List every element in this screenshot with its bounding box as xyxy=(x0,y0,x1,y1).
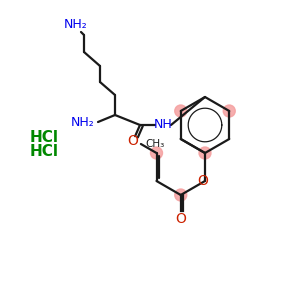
Text: O: O xyxy=(128,134,138,148)
Circle shape xyxy=(175,105,187,117)
Text: NH₂: NH₂ xyxy=(70,116,94,128)
Text: NH: NH xyxy=(154,118,172,131)
Circle shape xyxy=(223,105,235,117)
Text: NH₂: NH₂ xyxy=(64,19,88,32)
Text: O: O xyxy=(198,174,208,188)
Circle shape xyxy=(199,147,211,159)
Circle shape xyxy=(151,147,163,159)
Circle shape xyxy=(175,189,187,201)
Text: CH₃: CH₃ xyxy=(145,139,164,149)
Text: HCl: HCl xyxy=(30,145,59,160)
Text: O: O xyxy=(175,212,186,226)
Text: HCl: HCl xyxy=(30,130,59,146)
